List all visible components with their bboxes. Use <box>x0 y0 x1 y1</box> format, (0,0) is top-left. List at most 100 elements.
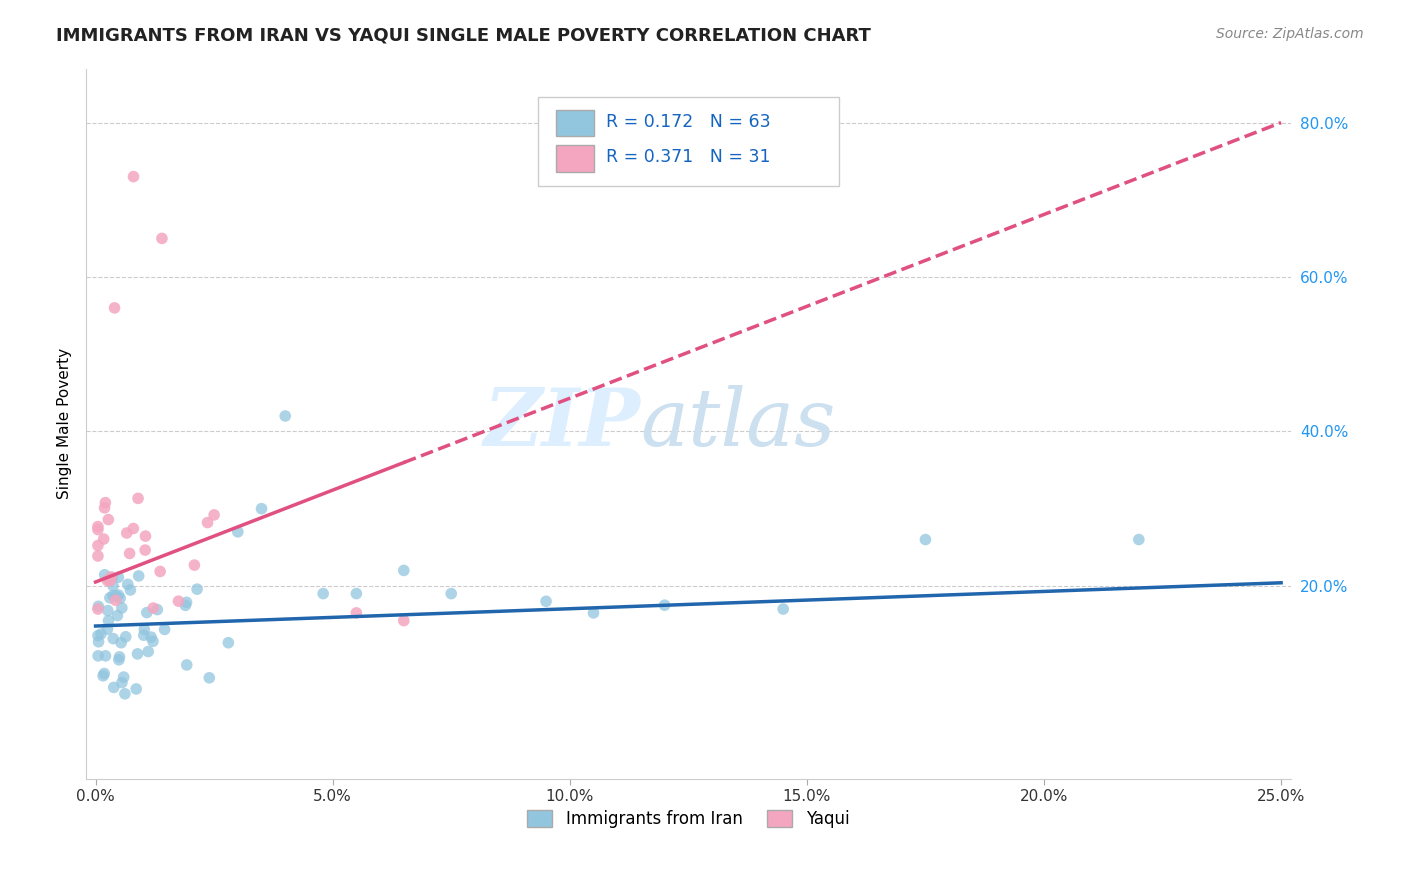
Point <box>153 623 176 637</box>
Point <box>108 649 131 664</box>
Point <box>150 231 173 245</box>
Point <box>125 681 148 696</box>
Point <box>107 608 129 623</box>
Point <box>114 687 136 701</box>
Point <box>93 666 115 681</box>
Point <box>122 169 145 184</box>
Text: Source: ZipAtlas.com: Source: ZipAtlas.com <box>1216 27 1364 41</box>
Point <box>107 570 129 584</box>
Point <box>176 595 198 609</box>
Point <box>93 500 115 515</box>
Point <box>134 529 156 543</box>
Point <box>186 582 208 596</box>
Point <box>103 632 125 646</box>
Point <box>112 670 135 684</box>
Point <box>176 657 198 672</box>
Point <box>183 558 205 573</box>
Point <box>142 634 165 648</box>
Point <box>344 586 367 600</box>
Point <box>110 636 132 650</box>
Point <box>87 648 110 663</box>
Point <box>101 579 124 593</box>
Point <box>134 623 156 637</box>
Point <box>198 671 221 685</box>
Point <box>111 601 134 615</box>
Point <box>100 570 122 584</box>
Point <box>149 565 172 579</box>
Point <box>87 539 110 553</box>
Point <box>87 599 110 614</box>
Point <box>197 516 219 530</box>
Point <box>87 549 110 563</box>
Point <box>250 501 273 516</box>
Point <box>772 602 794 616</box>
Point <box>226 524 249 539</box>
Point <box>94 496 117 510</box>
Point <box>127 491 149 506</box>
Point <box>115 526 138 541</box>
Text: atlas: atlas <box>640 385 835 462</box>
Point <box>94 648 117 663</box>
Point <box>344 606 367 620</box>
Point <box>98 574 121 588</box>
Point <box>914 533 936 547</box>
Point <box>101 589 124 603</box>
Point <box>97 614 120 628</box>
FancyBboxPatch shape <box>555 145 595 171</box>
Point <box>104 593 127 607</box>
Point <box>114 630 136 644</box>
Point <box>87 519 110 533</box>
Point <box>440 586 463 600</box>
Point <box>93 567 115 582</box>
Point <box>87 523 110 537</box>
Point <box>392 614 415 628</box>
Point <box>534 594 557 608</box>
Point <box>97 604 120 618</box>
Point <box>87 635 110 649</box>
Point <box>101 571 124 585</box>
FancyBboxPatch shape <box>537 97 839 186</box>
Point <box>146 602 169 616</box>
Point <box>108 591 131 606</box>
Point <box>103 301 125 315</box>
Point <box>136 644 159 658</box>
Point <box>274 409 297 423</box>
Text: IMMIGRANTS FROM IRAN VS YAQUI SINGLE MALE POVERTY CORRELATION CHART: IMMIGRANTS FROM IRAN VS YAQUI SINGLE MAL… <box>56 27 872 45</box>
Point <box>132 628 155 642</box>
Point <box>98 591 121 605</box>
Point <box>117 577 139 591</box>
Point <box>217 636 239 650</box>
Point <box>87 629 110 643</box>
Point <box>91 669 114 683</box>
Point <box>90 627 112 641</box>
Point <box>96 574 118 588</box>
Point <box>1128 533 1150 547</box>
Point <box>167 594 190 608</box>
FancyBboxPatch shape <box>555 110 595 136</box>
Point <box>392 563 415 577</box>
Point <box>312 586 335 600</box>
Point <box>104 589 127 603</box>
Point <box>139 630 162 644</box>
Point <box>142 601 165 615</box>
Legend: Immigrants from Iran, Yaqui: Immigrants from Iran, Yaqui <box>520 803 856 835</box>
Text: R = 0.172   N = 63: R = 0.172 N = 63 <box>606 112 770 131</box>
Point <box>135 606 157 620</box>
Y-axis label: Single Male Poverty: Single Male Poverty <box>58 348 72 500</box>
Point <box>103 681 125 695</box>
Point <box>174 599 197 613</box>
Point <box>654 598 676 612</box>
Point <box>107 588 129 602</box>
Point <box>97 512 120 526</box>
Point <box>87 602 110 616</box>
Point <box>582 606 605 620</box>
Point <box>111 675 134 690</box>
Point <box>122 521 145 535</box>
Text: R = 0.371   N = 31: R = 0.371 N = 31 <box>606 148 770 166</box>
Point <box>98 573 121 587</box>
Point <box>120 582 142 597</box>
Point <box>118 546 141 560</box>
Text: ZIP: ZIP <box>484 385 640 462</box>
Point <box>93 532 115 546</box>
Point <box>108 653 131 667</box>
